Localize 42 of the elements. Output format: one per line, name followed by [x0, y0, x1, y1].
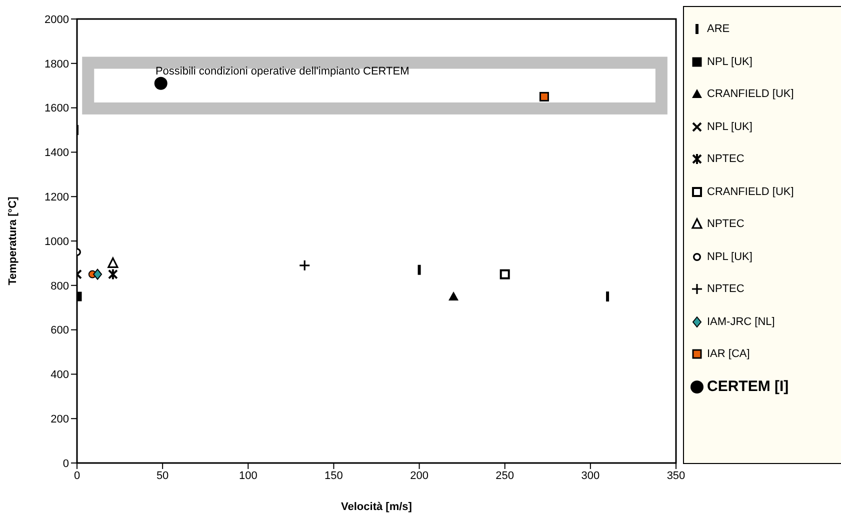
point: [108, 268, 118, 280]
x-tick-label: 250: [496, 470, 514, 482]
y-tick-label: 1000: [44, 236, 69, 248]
point: [298, 260, 310, 272]
point: [500, 269, 510, 280]
legend-label: IAR [CA]: [707, 348, 750, 360]
y-tick-label: 1400: [44, 147, 69, 160]
x-tick-label: 350: [666, 470, 686, 482]
y-tick-label: 2000: [44, 14, 69, 26]
y-axis-title: Temperatura [°C]: [6, 196, 19, 286]
y-tick-label: 400: [50, 369, 69, 382]
y-tick-label: 0: [62, 458, 69, 470]
point: [93, 268, 102, 280]
x-tick-label: 0: [74, 470, 80, 482]
x-tick-label: 100: [238, 470, 258, 482]
y-tick-label: 1600: [44, 102, 69, 115]
point: [108, 257, 118, 268]
legend-label: NPTEC: [707, 153, 744, 166]
x-tick-label: 150: [324, 470, 343, 482]
legend-label: NPL [UK]: [707, 56, 752, 68]
y-tick-label: 1800: [44, 58, 69, 70]
point: [539, 92, 549, 102]
legend-label: NPTEC: [707, 218, 744, 230]
x-axis-title: Velocità [m/s]: [341, 501, 412, 513]
legend-label: ARE: [707, 23, 730, 36]
legend-label: CERTEM [I]: [707, 378, 789, 396]
point: [448, 292, 459, 300]
y-tick-label: 200: [50, 414, 69, 426]
legend-label: NPTEC: [707, 283, 744, 296]
y-tick-label: 800: [50, 280, 69, 292]
annotation: Possibili condizioni operative dell'impianto CERTEM: [155, 66, 410, 78]
legend-label: IAM-JRC [NL]: [707, 316, 775, 328]
legend-label: CRANFIELD [UK]: [707, 186, 794, 198]
legend-label: NPL [UK]: [707, 120, 752, 133]
legend-label: CRANFIELD [UK]: [707, 88, 794, 100]
y-tick-label: 600: [50, 324, 69, 337]
x-tick-label: 200: [410, 470, 428, 482]
y-tick-label: 1200: [44, 192, 69, 204]
point: [154, 76, 168, 90]
legend-label: NPL [UK]: [707, 250, 752, 263]
x-tick-label: 50: [156, 470, 169, 482]
x-tick-label: 300: [581, 470, 600, 482]
